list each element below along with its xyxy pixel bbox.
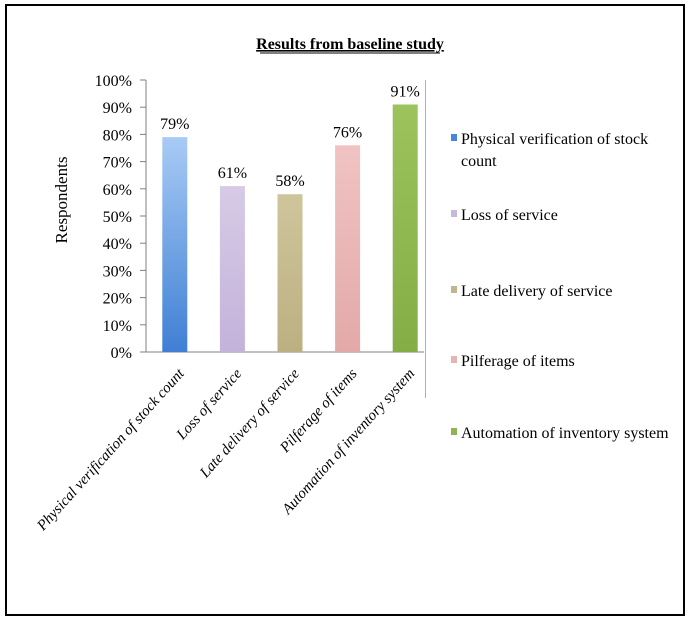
y-tick-label: 30%: [103, 263, 132, 280]
bars-group: [162, 104, 418, 352]
legend-swatch: [451, 286, 457, 293]
legend-separator: [425, 80, 426, 398]
bar: [277, 194, 303, 352]
bar-value-label: 76%: [333, 124, 362, 141]
y-tick-label: 80%: [103, 127, 132, 144]
legend-swatch: [451, 428, 457, 435]
x-tick-label: Physical verification of stock count: [34, 365, 189, 534]
legend-label: Pilferage of items: [461, 353, 575, 370]
bar-value-label: 79%: [160, 116, 189, 133]
bar-value-label: 61%: [218, 165, 247, 182]
y-tick-label: 20%: [103, 291, 132, 308]
legend-swatch: [451, 134, 457, 141]
y-axis-ticks: 0% 10% 20% 30% 40% 50% 60% 70% 80% 90% 100%: [95, 73, 146, 362]
bar: [162, 137, 188, 352]
legend-label: Loss of service: [461, 207, 558, 224]
bar: [335, 145, 361, 352]
x-tick-label: Late delivery of service: [196, 366, 303, 482]
legend-label: Automation of inventory system: [461, 425, 669, 442]
bar: [219, 186, 245, 352]
legend-swatch: [451, 210, 457, 217]
y-tick-label: 60%: [103, 182, 132, 199]
bar-value-label: 58%: [275, 173, 304, 190]
y-tick-label: 90%: [103, 100, 132, 117]
y-axis-label: Respondents: [52, 157, 71, 244]
chart-title: Results from baseline study: [256, 36, 444, 53]
legend-label: Late delivery of service: [461, 283, 612, 300]
y-tick-label: 0%: [111, 345, 132, 362]
y-tick-label: 50%: [103, 209, 132, 226]
bar: [392, 104, 418, 352]
legend-label: Physical verification of stock: [461, 131, 648, 148]
y-tick-label: 10%: [103, 318, 132, 335]
value-labels-group: 79% 61% 58% 76% 91%: [160, 83, 420, 190]
legend-label-continued: count: [461, 153, 497, 170]
bar-value-label: 91%: [391, 83, 420, 100]
y-tick-label: 100%: [95, 73, 132, 90]
legend-swatch: [451, 356, 457, 363]
y-tick-label: 40%: [103, 236, 132, 253]
x-axis-labels-group: Physical verification of stock countLoss…: [34, 365, 419, 534]
y-tick-label: 70%: [103, 155, 132, 172]
chart-frame: [5, 4, 685, 616]
legend: Physical verification of stock count Loss …: [451, 131, 669, 442]
